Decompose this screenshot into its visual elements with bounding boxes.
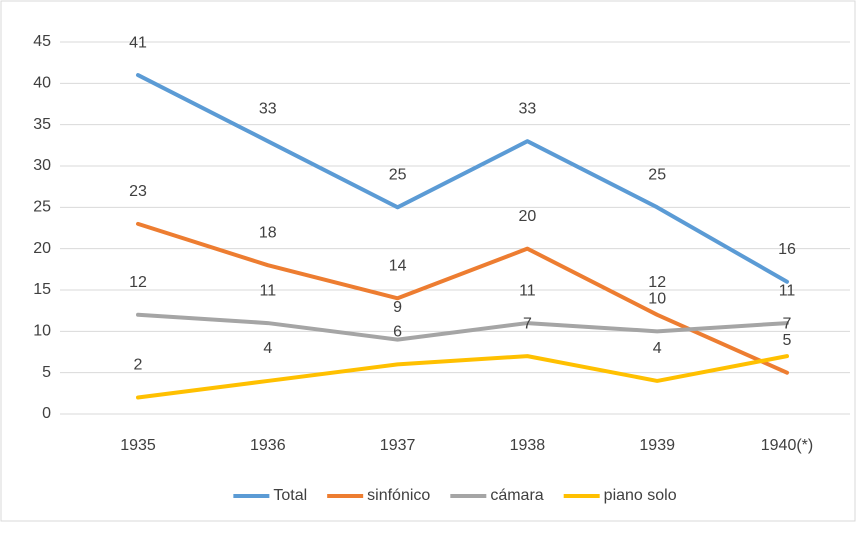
y-tick-label: 25 — [33, 199, 51, 216]
data-label: 7 — [783, 315, 792, 332]
y-tick-label: 0 — [42, 405, 51, 422]
legend-label: Total — [273, 487, 307, 504]
series-line — [136, 73, 789, 284]
data-label: 20 — [519, 208, 537, 225]
series-line — [136, 221, 789, 375]
data-label: 18 — [259, 224, 277, 241]
data-label: 12 — [648, 274, 666, 291]
x-tick-label: 1938 — [510, 437, 546, 454]
y-tick-label: 5 — [42, 364, 51, 381]
legend-label: piano solo — [604, 487, 677, 504]
data-label: 7 — [523, 315, 532, 332]
data-label: 12 — [129, 274, 147, 291]
chart-border — [0, 0, 856, 522]
data-label: 41 — [129, 34, 147, 51]
x-tick-label: 1939 — [639, 437, 675, 454]
y-tick-label: 15 — [33, 281, 51, 298]
data-label: 23 — [129, 183, 147, 200]
series-line — [136, 354, 789, 400]
data-label: 9 — [393, 299, 402, 316]
x-tick-label: 1937 — [380, 437, 416, 454]
x-tick-label: 1940(*) — [761, 437, 813, 454]
data-label: 16 — [778, 241, 796, 258]
y-tick-label: 40 — [33, 75, 51, 92]
data-label: 2 — [134, 357, 143, 374]
data-label: 14 — [389, 257, 407, 274]
y-tick-label: 35 — [33, 116, 51, 133]
data-label: 4 — [653, 340, 662, 357]
data-label: 33 — [519, 100, 537, 117]
data-label: 25 — [648, 167, 666, 184]
x-tick-label: 1935 — [120, 437, 156, 454]
data-label: 33 — [259, 100, 277, 117]
y-tick-label: 30 — [33, 157, 51, 174]
y-tick-label: 10 — [33, 323, 51, 340]
data-label: 11 — [259, 282, 276, 299]
data-label: 25 — [389, 167, 407, 184]
x-tick-label: 1936 — [250, 437, 286, 454]
y-tick-label: 45 — [33, 33, 51, 50]
data-label: 6 — [393, 324, 402, 341]
data-label: 4 — [263, 340, 272, 357]
series-line — [136, 312, 789, 342]
data-label: 11 — [519, 282, 536, 299]
data-label: 10 — [648, 291, 666, 308]
legend-label: cámara — [490, 487, 543, 504]
data-label: 5 — [783, 332, 792, 349]
legend-label: sinfónico — [367, 487, 430, 504]
y-tick-label: 20 — [33, 240, 51, 257]
data-label: 11 — [779, 282, 796, 299]
